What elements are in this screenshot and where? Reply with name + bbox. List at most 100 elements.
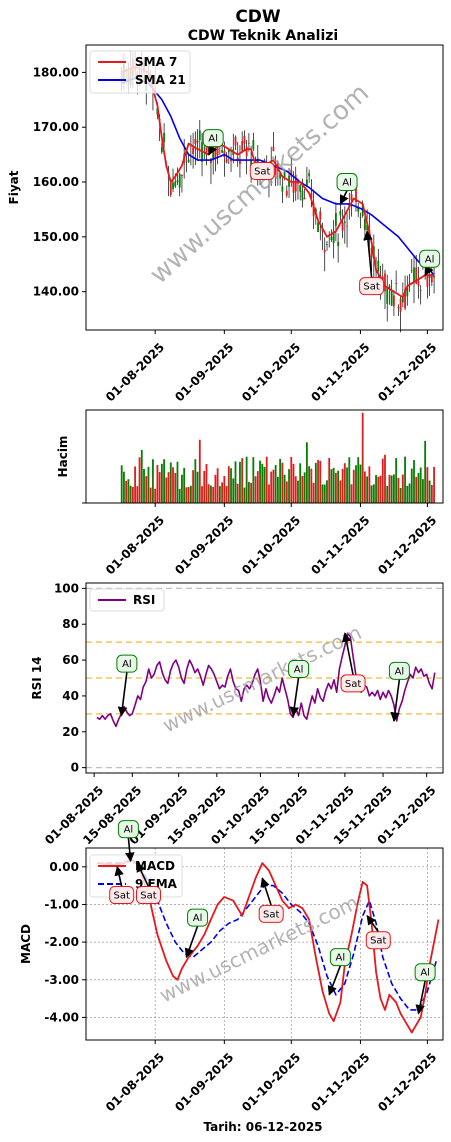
- price-annotation-3-arrow: [363, 230, 373, 278]
- volume-bar-overlay: [264, 477, 265, 503]
- candle-body: [305, 179, 308, 186]
- volume-bar-overlay: [244, 492, 245, 503]
- macd-annotation-4-box: [258, 904, 284, 923]
- volume-bar-overlay: [384, 469, 386, 503]
- volume-bar-overlay: [306, 460, 308, 503]
- macd-annotation-0-label: Al: [124, 825, 134, 836]
- volume-bar-overlay: [302, 484, 303, 503]
- volume-bar-overlay: [143, 479, 145, 503]
- macd-annotation-4-label: Sat: [263, 909, 279, 920]
- volume-bar-overlay: [250, 488, 252, 503]
- volume-bar-overlay: [219, 491, 221, 503]
- candle-body: [234, 136, 237, 146]
- candle-body: [221, 150, 224, 153]
- volume-bar-overlay: [210, 490, 212, 503]
- volume-bar-overlay: [203, 480, 205, 503]
- volume-bar-overlay: [357, 470, 359, 503]
- candle-body: [323, 249, 326, 253]
- volume-bar-overlay: [299, 475, 301, 503]
- candle-body: [299, 185, 302, 192]
- candle-body: [319, 211, 322, 220]
- volume-bar-overlay: [295, 484, 297, 503]
- rsi-annotation-0-arrow: [117, 672, 128, 717]
- volume-xtick-label: 01-08-2025: [103, 513, 167, 577]
- volume-bar-overlay: [389, 483, 390, 503]
- macd-annotation-4-arrow: [260, 877, 272, 906]
- macd-annotation-1-label: Sat: [113, 891, 129, 902]
- candle-body: [310, 193, 313, 199]
- price-annotation-0-label: Al: [208, 134, 218, 145]
- volume-bar-overlay: [317, 472, 319, 503]
- volume-bar-overlay: [335, 481, 337, 503]
- volume-bar-overlay: [429, 487, 430, 503]
- volume-bar-overlay: [319, 473, 321, 503]
- price-annotation-1-box: [249, 162, 275, 181]
- candle-body: [281, 186, 284, 192]
- candle-body: [230, 158, 232, 162]
- candle-body: [330, 237, 333, 241]
- candle-body: [192, 147, 194, 155]
- price-annotation-1-label: Sat: [254, 167, 270, 178]
- price-frame: [85, 44, 444, 331]
- volume-bar-overlay: [246, 470, 247, 503]
- candle-body: [308, 173, 311, 177]
- rsi-ytick-label: 100: [54, 581, 79, 595]
- watermark-text: www.uscmarkets.com: [159, 620, 366, 737]
- candle-body: [239, 160, 241, 164]
- rsi-annotation-1-box: [288, 660, 310, 679]
- volume-bar-overlay: [217, 478, 218, 503]
- volume-bar-overlay: [152, 472, 154, 503]
- candle-body: [355, 182, 357, 202]
- candle-body: [212, 152, 215, 161]
- candle-body: [252, 140, 255, 150]
- rsi-annotation-1-label: Al: [294, 665, 304, 676]
- candle-body: [401, 296, 404, 303]
- macd-line: [97, 858, 440, 1034]
- macd-xtick-label: 01-11-2025: [308, 1050, 372, 1114]
- volume-bar-overlay: [377, 484, 379, 503]
- volume-bar-overlay: [255, 484, 256, 503]
- candle-body: [350, 194, 353, 201]
- volume-ylabel: Hacim: [56, 436, 70, 478]
- price-annotation-2-box: [336, 173, 358, 192]
- volume-bar-overlay: [197, 481, 198, 503]
- volume-bar-overlay: [215, 483, 216, 503]
- volume-bar-overlay: [157, 476, 158, 503]
- volume-bar-overlay: [413, 472, 415, 503]
- candle-body: [419, 290, 422, 291]
- volume-bar-overlay: [159, 481, 160, 503]
- macd-annotation-5-box: [329, 948, 351, 967]
- candle-body: [169, 180, 172, 196]
- candle-body: [366, 224, 369, 231]
- volume-bar-overlay: [206, 475, 207, 503]
- volume-bar-overlay: [344, 475, 346, 503]
- volume-bar-overlay: [141, 465, 143, 503]
- volume-bar-overlay: [201, 491, 203, 503]
- volume-bar-overlay: [340, 487, 341, 503]
- volume-bar-overlay: [163, 472, 165, 503]
- price-panel: www.uscmarkets.comAlSatAlSatAl140.00150.…: [7, 44, 444, 404]
- macd-annotation-3-arrow: [184, 925, 199, 959]
- volume-bar-overlay: [286, 487, 288, 503]
- macd-annotation-5-label: Al: [336, 953, 346, 964]
- rsi-line: [96, 632, 436, 728]
- candle-body: [245, 146, 248, 157]
- candle-body: [377, 260, 380, 272]
- rsi-ytick-label: 60: [62, 653, 79, 667]
- macd-ytick-label: -1.00: [44, 897, 79, 911]
- volume-xtick-label: 01-09-2025: [172, 513, 236, 577]
- candle-body: [339, 211, 342, 216]
- volume-bar-overlay: [179, 493, 181, 503]
- price-annotation-3-box: [359, 277, 385, 296]
- volume-bar-overlay: [259, 473, 261, 503]
- candle-body: [357, 206, 360, 212]
- volume-bar-overlay: [257, 480, 259, 503]
- candle-body: [433, 276, 435, 278]
- volume-bar-overlay: [181, 483, 183, 503]
- candle-body: [227, 149, 230, 153]
- candle-body: [312, 202, 315, 217]
- volume-bar-overlay: [195, 472, 196, 503]
- signal-line: [97, 860, 438, 1011]
- volume-bar-overlay: [395, 471, 397, 503]
